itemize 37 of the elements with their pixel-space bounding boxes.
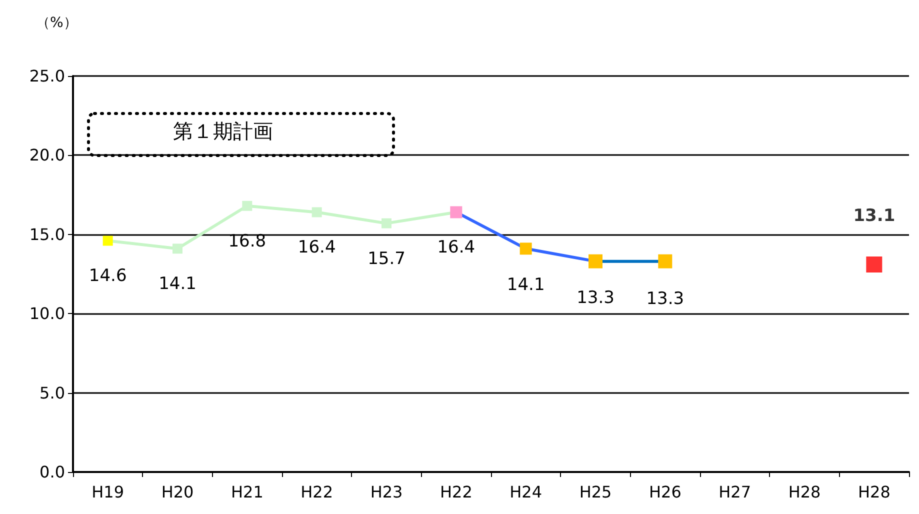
point xyxy=(242,200,252,211)
data-label: 13.3 xyxy=(576,288,614,308)
data-label: 14.6 xyxy=(88,266,127,286)
data-label: 13.1 xyxy=(853,206,896,226)
x-tick-label: H25 xyxy=(579,482,612,502)
x-tick-label: H22 xyxy=(300,482,334,502)
x-tick-label: H26 xyxy=(648,482,682,502)
point xyxy=(172,244,182,254)
point xyxy=(520,242,532,255)
x-tick-label: H22 xyxy=(440,482,472,502)
data-label: 14.1 xyxy=(506,275,545,296)
y-axis-title: （%） xyxy=(36,15,78,31)
x-tick-label: H21 xyxy=(230,482,264,502)
y-tick-label: 20.0 xyxy=(29,146,65,165)
annotation: 第１期計画 xyxy=(173,119,273,143)
point xyxy=(658,254,672,268)
y-tick-label: 15.0 xyxy=(29,224,65,244)
point xyxy=(866,256,882,272)
x-tick-label: H24 xyxy=(510,482,542,502)
data-label: 15.7 xyxy=(368,248,406,269)
data-label: 13.3 xyxy=(646,288,684,309)
x-tick-label: H27 xyxy=(718,482,752,502)
y-tick-label: 5.0 xyxy=(40,383,65,402)
x-tick-label: H28 xyxy=(858,482,890,502)
x-tick-label: H23 xyxy=(370,482,403,502)
x-tick-label: H28 xyxy=(788,482,821,502)
x-tick-label: H19 xyxy=(92,482,124,502)
point xyxy=(102,236,113,246)
y-tick-label: 25.0 xyxy=(29,66,65,86)
x-tick-label: H20 xyxy=(161,482,194,502)
point xyxy=(312,207,322,218)
data-label: 14.1 xyxy=(158,274,196,294)
data-label: 16.4 xyxy=(298,238,336,258)
data-label: 16.4 xyxy=(437,238,476,258)
y-tick-label: 10.0 xyxy=(29,304,65,324)
y-tick-label: 0.0 xyxy=(40,462,65,482)
point xyxy=(382,218,392,228)
